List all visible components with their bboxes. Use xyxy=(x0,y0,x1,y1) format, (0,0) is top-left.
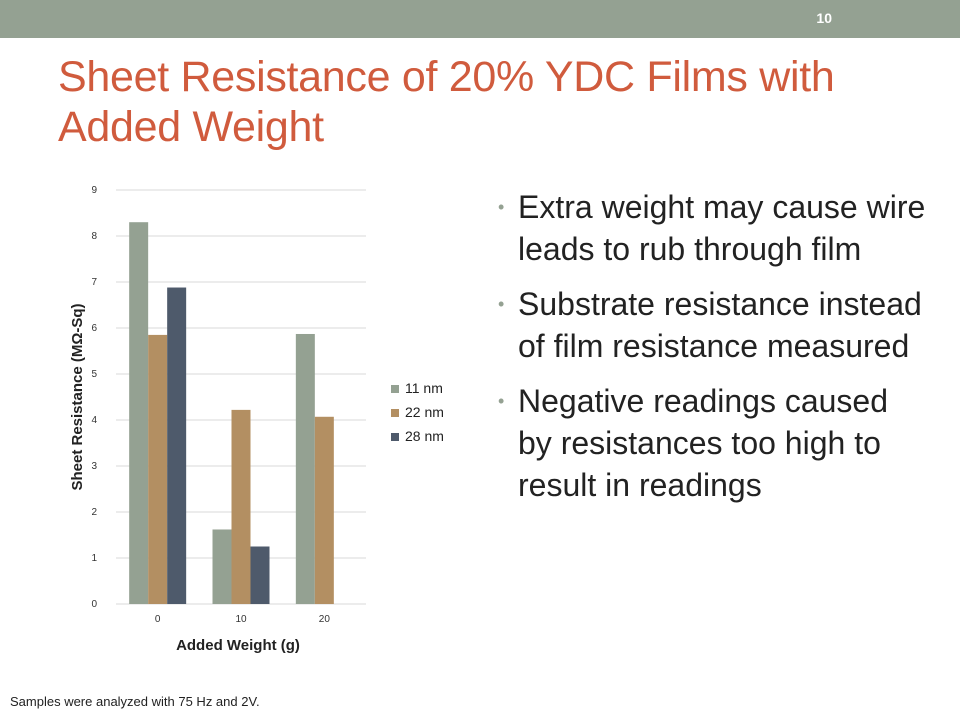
y-tick-label: 1 xyxy=(91,553,97,564)
x-tick-label: 20 xyxy=(319,614,331,625)
bullet-dot-icon: • xyxy=(498,197,505,217)
legend-label: 11 nm xyxy=(405,380,443,396)
header-bar: 10 xyxy=(0,0,960,38)
bar xyxy=(250,546,270,604)
y-tick-label: 7 xyxy=(91,277,97,288)
bullet-item: • Negative readings caused by resistances… xyxy=(496,380,926,506)
legend-swatch xyxy=(391,433,399,441)
y-tick-label: 6 xyxy=(91,323,97,334)
bar xyxy=(231,409,251,604)
y-axis-label: Sheet Resistance (MΩ-Sq) xyxy=(69,303,86,490)
y-tick-label: 2 xyxy=(91,507,97,518)
bar xyxy=(212,529,232,604)
bullet-item: • Extra weight may cause wire leads to ru… xyxy=(496,186,926,270)
x-tick-labels: 0 10 20 xyxy=(155,614,330,625)
x-tick-label: 10 xyxy=(235,614,247,625)
y-tick-label: 5 xyxy=(91,369,97,380)
y-tick-label: 4 xyxy=(91,415,97,426)
bar xyxy=(129,222,149,604)
bar xyxy=(148,334,168,604)
y-tick-label: 0 xyxy=(91,599,97,610)
bar xyxy=(314,416,334,604)
y-tick-label: 9 xyxy=(91,185,97,196)
chart-legend: 11 nm 22 nm 28 nm xyxy=(391,380,444,444)
y-tick-label: 8 xyxy=(91,231,97,242)
slide-number: 10 xyxy=(816,10,832,26)
y-tick-labels: 0 1 2 3 4 5 6 7 8 9 xyxy=(91,185,97,610)
chart-bars xyxy=(129,222,334,604)
slide-title: Sheet Resistance of 20% YDC Films with A… xyxy=(58,53,835,151)
legend-swatch xyxy=(391,385,399,393)
bar xyxy=(295,333,315,604)
x-axis-label: Added Weight (g) xyxy=(176,637,300,654)
legend-label: 22 nm xyxy=(405,404,444,420)
bullet-dot-icon: • xyxy=(498,391,505,411)
bar xyxy=(167,287,187,604)
legend-label: 28 nm xyxy=(405,428,444,444)
y-tick-label: 3 xyxy=(91,461,97,472)
legend-swatch xyxy=(391,409,399,417)
bullet-dot-icon: • xyxy=(498,294,505,314)
footnote: Samples were analyzed with 75 Hz and 2V. xyxy=(10,694,260,709)
bullet-list: • Extra weight may cause wire leads to ru… xyxy=(496,186,926,519)
bullet-item: • Substrate resistance instead of film re… xyxy=(496,283,926,367)
x-tick-label: 0 xyxy=(155,614,161,625)
